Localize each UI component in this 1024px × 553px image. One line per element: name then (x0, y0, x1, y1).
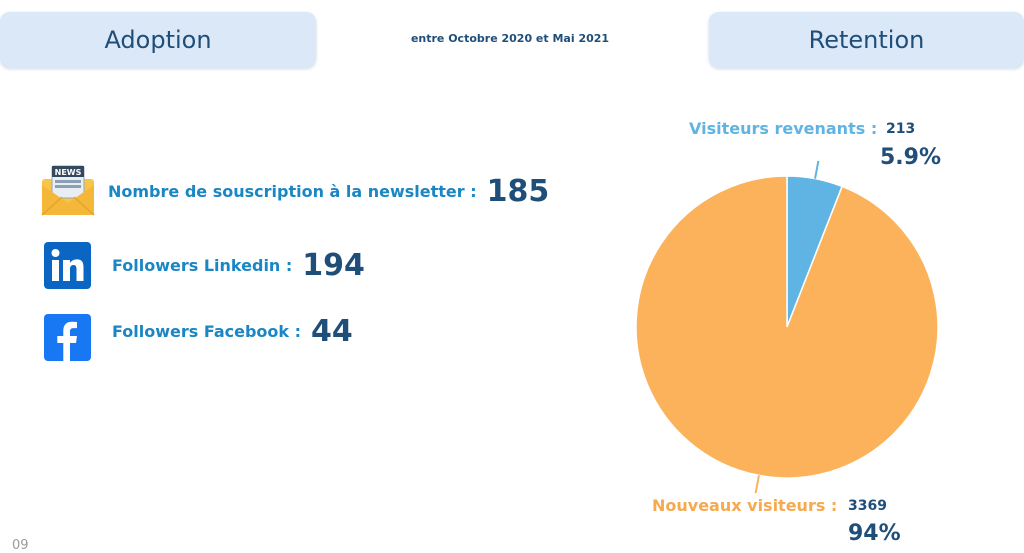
linkedin-icon (44, 242, 91, 289)
facebook-metric: Followers Facebook : 44 (112, 314, 353, 349)
slice-value-visiteurs-revenants: 213 (886, 121, 916, 137)
slice-percent-visiteurs-revenants: 5.9% (880, 145, 942, 170)
newsletter-value: 185 (486, 174, 550, 209)
facebook-icon (44, 314, 91, 361)
leader-line-nouveaux-visiteurs (754, 475, 760, 494)
newsletter-icon: NEWS (41, 165, 95, 216)
linkedin-value: 194 (302, 248, 365, 283)
slice-value-nouveaux-visiteurs: 3369 (848, 498, 887, 514)
newsletter-label: Nombre de souscription à la newsletter : (108, 182, 477, 201)
facebook-label: Followers Facebook : (112, 322, 302, 341)
linkedin-metric: Followers Linkedin : 194 (112, 248, 365, 283)
leader-line-visiteurs-revenants (814, 160, 820, 179)
newsletter-metric: Nombre de souscription à la newsletter :… (108, 174, 549, 209)
newsletter-icon-text: NEWS (55, 168, 82, 177)
page-number: 09 (12, 538, 29, 553)
slice-label-nouveaux-visiteurs: Nouveaux visiteurs : (652, 496, 838, 515)
retention-header: Retention (709, 12, 1024, 68)
retention-title: Retention (808, 26, 925, 54)
slice-percent-nouveaux-visiteurs: 94% (848, 521, 901, 546)
adoption-title: Adoption (104, 26, 212, 54)
slice-label-visiteurs-revenants: Visiteurs revenants : (689, 119, 878, 138)
linkedin-label: Followers Linkedin : (112, 256, 293, 275)
facebook-value: 44 (311, 314, 353, 349)
pie-slice-nouveaux-visiteurs (635, 175, 939, 479)
period-label: entre Octobre 2020 et Mai 2021 (410, 32, 610, 45)
adoption-header: Adoption (0, 12, 316, 68)
